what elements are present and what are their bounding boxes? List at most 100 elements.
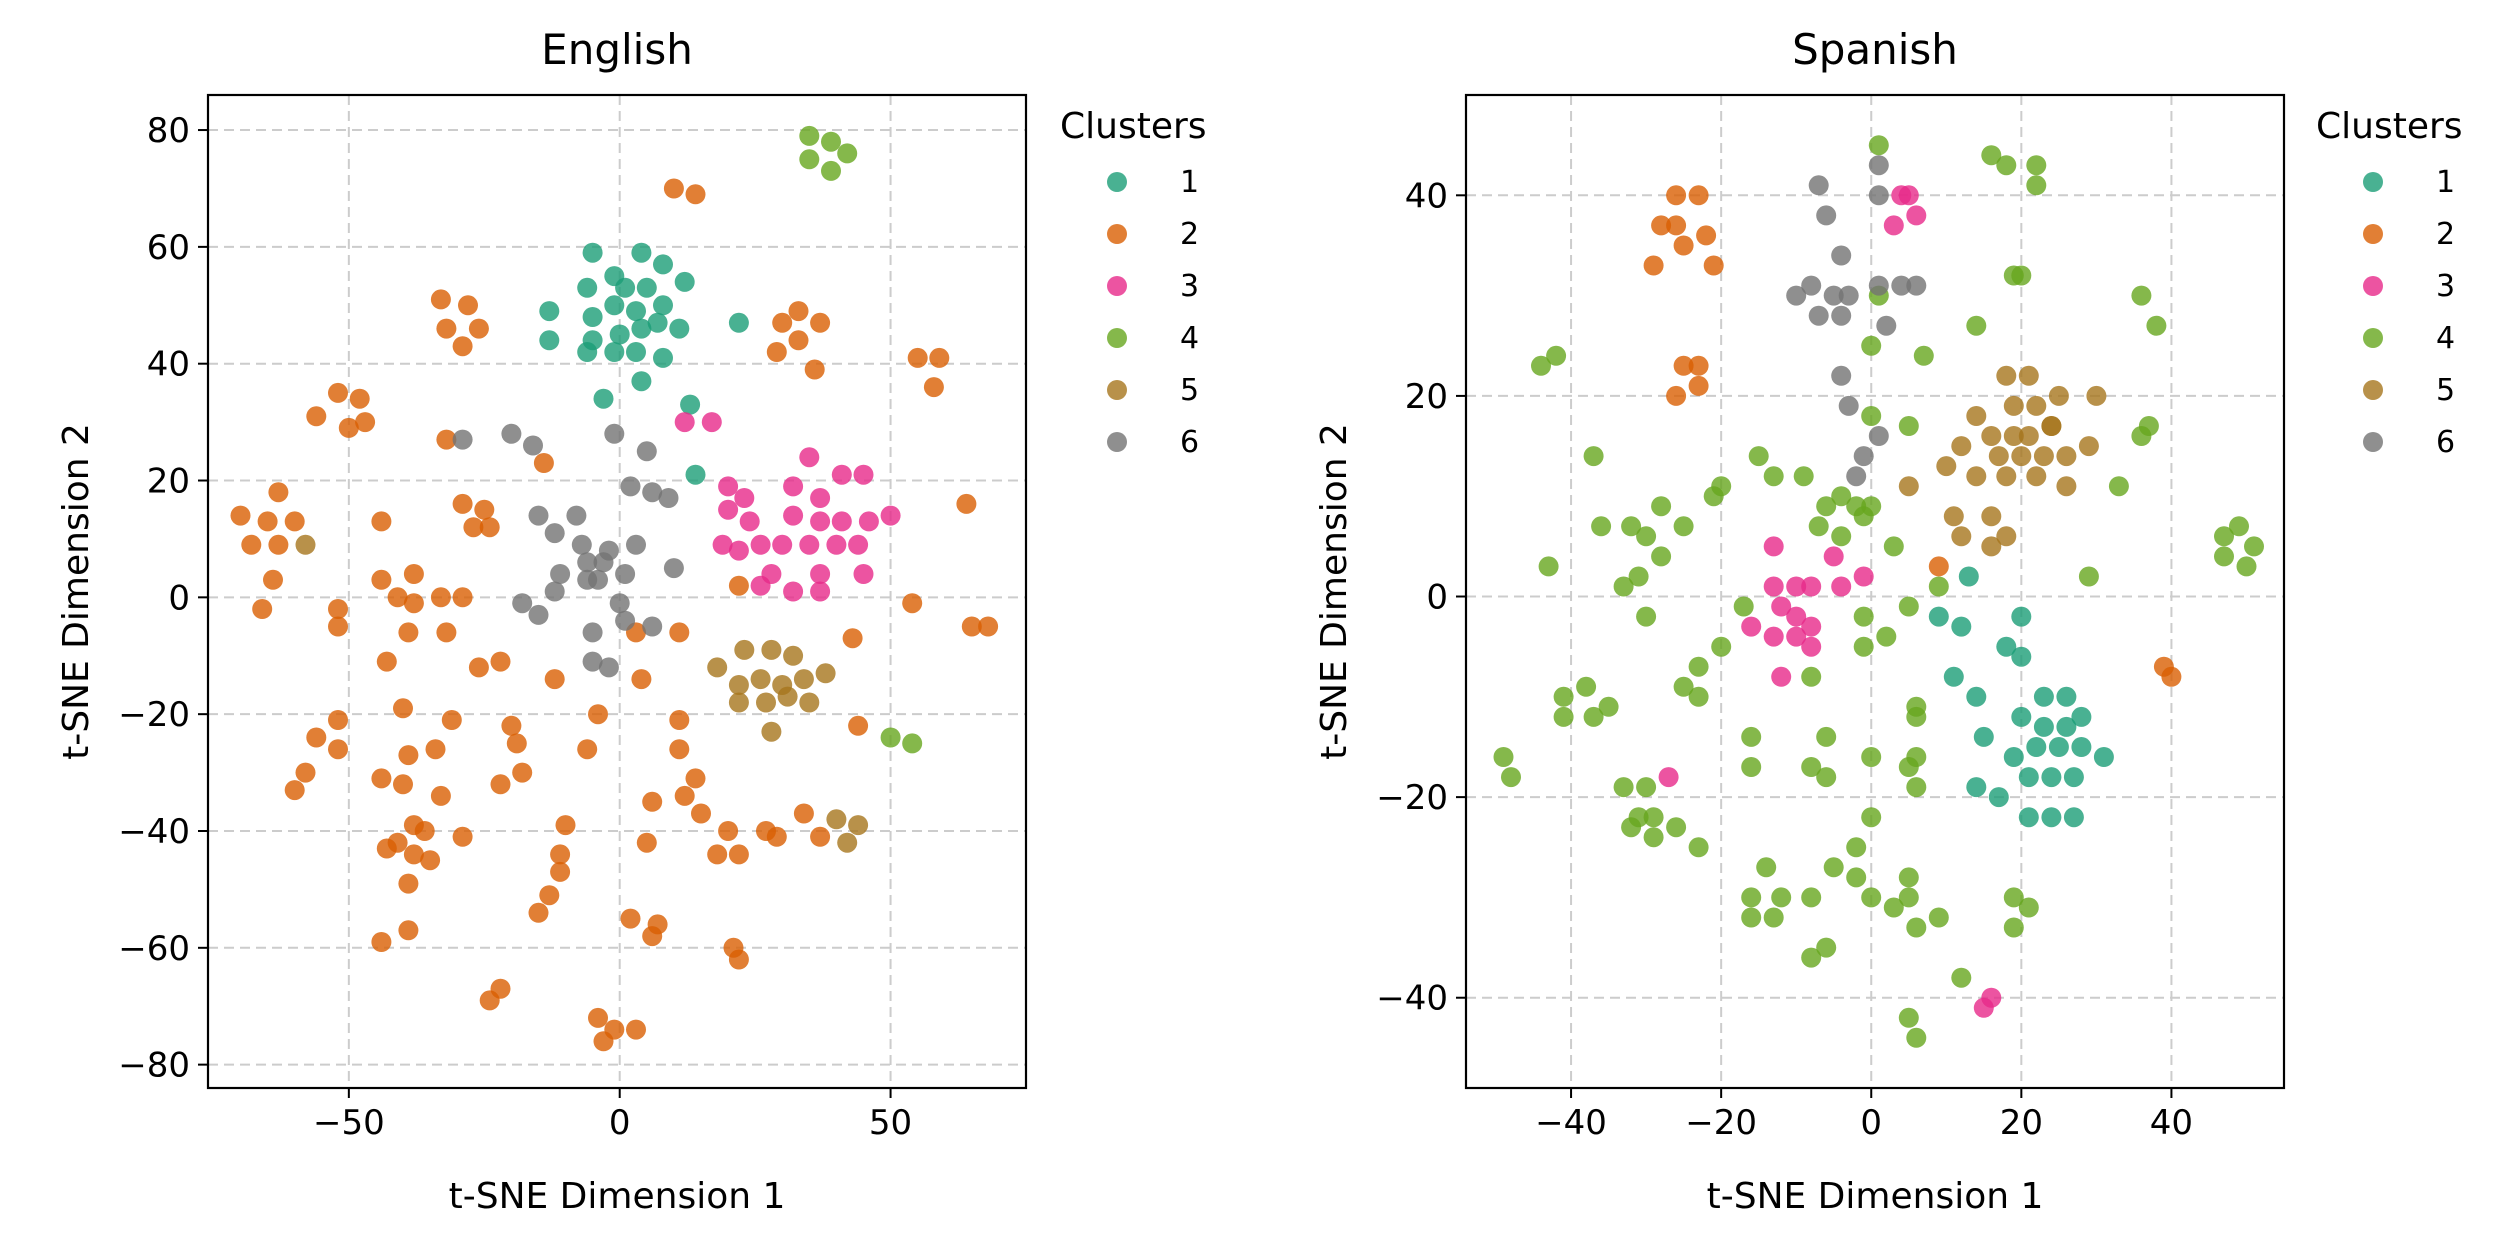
data-point (474, 499, 495, 520)
data-point (452, 429, 473, 450)
series-1 (539, 242, 749, 485)
data-point (1621, 817, 1642, 838)
data-point (593, 388, 614, 409)
data-point (810, 581, 831, 602)
data-point (788, 330, 809, 351)
data-point (1658, 767, 1679, 788)
data-point (609, 324, 630, 345)
legend-marker (2363, 432, 2383, 452)
data-point (750, 669, 771, 690)
y-axis-label: t-SNE Dimension 2 (56, 423, 97, 760)
data-point (2018, 426, 2039, 446)
data-point (1853, 636, 1874, 657)
data-point (718, 476, 739, 497)
data-point (799, 534, 820, 555)
data-point (831, 511, 852, 532)
y-tick-label: −20 (118, 695, 190, 735)
data-point (609, 593, 630, 614)
data-point (1553, 706, 1574, 727)
data-point (1538, 556, 1559, 577)
series-5 (295, 534, 869, 853)
data-point (707, 844, 728, 865)
data-point (674, 412, 695, 433)
data-point (642, 791, 663, 812)
data-point (810, 312, 831, 333)
x-tick-label: 0 (1860, 1103, 1882, 1143)
data-point (1853, 606, 1874, 627)
data-point (2071, 706, 2092, 727)
data-point (1741, 887, 1762, 908)
data-point (566, 505, 587, 526)
data-point (1741, 907, 1762, 928)
data-point (436, 318, 457, 339)
data-point (728, 949, 749, 970)
x-tick-label: 50 (869, 1103, 912, 1143)
data-point (1636, 526, 1657, 547)
series-5 (1898, 365, 2107, 557)
data-point (842, 628, 863, 649)
legend-marker (1107, 224, 1127, 244)
data-point (1801, 887, 1822, 908)
data-point (1943, 506, 1964, 527)
data-point (1613, 576, 1634, 597)
data-point (528, 902, 549, 923)
y-tick-label: 40 (1405, 176, 1448, 216)
data-point (452, 493, 473, 514)
data-point (626, 534, 646, 555)
data-point (2003, 426, 2024, 446)
data-point (1801, 576, 1822, 597)
data-point (430, 289, 451, 310)
legend-marker (1107, 328, 1127, 348)
legend-marker (2363, 224, 2383, 244)
data-point (1973, 726, 1994, 747)
data-point (788, 301, 809, 322)
data-point (826, 534, 847, 555)
data-point (550, 564, 571, 584)
data-point (1771, 666, 1792, 687)
data-point (728, 312, 749, 333)
data-point (1981, 987, 2002, 1008)
data-point (1853, 446, 1874, 467)
data-point (2003, 395, 2024, 416)
data-point (403, 844, 424, 865)
data-point (420, 850, 441, 871)
y-tick-label: 0 (168, 578, 190, 618)
data-point (1966, 466, 1987, 487)
data-point (848, 815, 869, 836)
data-point (1966, 777, 1987, 798)
data-point (2033, 716, 2054, 737)
legend-label: 6 (2436, 425, 2455, 460)
legend-label: 5 (1180, 373, 1199, 408)
data-point (398, 622, 419, 643)
data-point (1583, 706, 1604, 727)
data-point (636, 441, 657, 462)
data-point (230, 505, 251, 526)
data-point (338, 417, 359, 438)
data-point (1861, 747, 1882, 767)
chart-title: Spanish (1792, 25, 1958, 74)
data-point (571, 534, 592, 555)
data-point (1831, 245, 1852, 266)
x-tick-label: −20 (1685, 1103, 1757, 1143)
series-2 (230, 178, 999, 1052)
data-point (468, 318, 489, 339)
data-point (2026, 737, 2047, 757)
data-point (1756, 857, 1777, 878)
data-point (328, 382, 348, 403)
data-point (2056, 686, 2077, 707)
legend-label: 2 (2436, 217, 2455, 252)
data-point (793, 669, 814, 690)
y-tick-label: 80 (147, 111, 190, 151)
data-point (387, 587, 408, 608)
data-point (804, 359, 825, 380)
legend-title: Clusters (2316, 106, 2463, 147)
data-point (1876, 315, 1897, 336)
data-point (1786, 626, 1807, 647)
data-point (2138, 416, 2159, 436)
data-point (506, 733, 527, 754)
data-point (328, 739, 348, 760)
data-point (1928, 576, 1949, 597)
data-point (1831, 365, 1852, 386)
data-point (2026, 175, 2047, 196)
legend-marker (2363, 380, 2383, 400)
